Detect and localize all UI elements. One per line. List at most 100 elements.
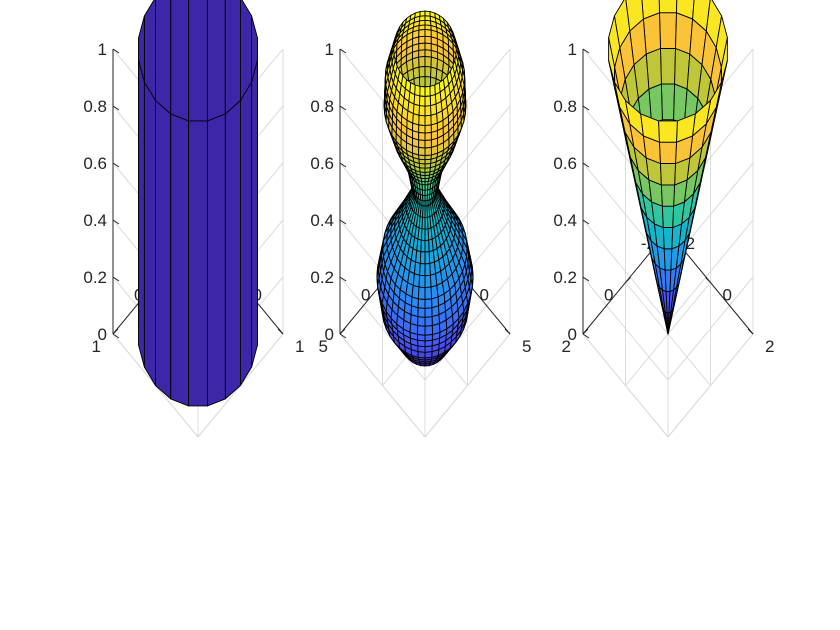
grid-line <box>582 219 669 324</box>
surface-face <box>424 95 431 107</box>
y-tick <box>625 277 631 283</box>
surface-face <box>424 239 430 253</box>
z-tick <box>582 105 590 111</box>
surface-face <box>660 83 676 121</box>
surface-face <box>224 100 241 400</box>
z-tick-label: 0.4 <box>553 211 577 230</box>
surface-face <box>418 274 426 289</box>
surface-face <box>188 120 208 407</box>
x-tick-label: 1 <box>295 337 304 356</box>
subplot-cylinder: 00.20.40.60.81-101-101 <box>83 0 304 438</box>
surface-face <box>418 42 426 51</box>
surface-face <box>658 0 678 14</box>
surface-face <box>420 239 426 253</box>
surface-face <box>143 81 156 386</box>
z-tick-label: 1 <box>98 40 107 59</box>
surface-face <box>429 273 438 288</box>
grid-line <box>667 333 754 438</box>
surface-face <box>424 28 432 38</box>
surface-face <box>424 10 431 17</box>
surface-face <box>421 184 426 191</box>
grid-line <box>424 276 511 381</box>
z-tick-label: 0.8 <box>553 97 577 116</box>
grid-line <box>667 276 754 381</box>
z-tick <box>339 105 347 111</box>
z-tick <box>582 333 590 339</box>
surface-face <box>660 48 676 85</box>
grid-line <box>339 333 426 438</box>
y-tick-label: 0 <box>604 286 613 305</box>
surface-face <box>424 316 433 327</box>
surface-face <box>424 85 431 97</box>
surface-face <box>417 307 426 318</box>
z-tick <box>582 219 590 225</box>
surface-face <box>240 81 253 386</box>
z-tick <box>112 276 120 282</box>
surface-face <box>418 66 426 78</box>
z-tick <box>112 162 120 168</box>
z-tick-label: 0.6 <box>310 154 334 173</box>
surface-face <box>417 325 426 336</box>
surface-face <box>424 139 432 149</box>
z-tick-label: 0.2 <box>553 268 577 287</box>
surface-face <box>661 205 675 228</box>
surface-face <box>422 194 426 202</box>
surface-face <box>424 114 432 127</box>
surface-face <box>155 100 172 400</box>
grid-line <box>582 276 669 381</box>
z-tick <box>339 48 347 54</box>
surface-face <box>663 248 673 271</box>
y-tick <box>582 328 589 335</box>
surface-face <box>418 56 426 68</box>
surface-face <box>659 12 677 49</box>
z-tick-label: 1 <box>325 40 334 59</box>
z-tick-label: 0.6 <box>553 154 577 173</box>
surface-face <box>424 49 432 58</box>
surface-face <box>424 66 432 78</box>
surface-face <box>658 120 678 143</box>
surface-face <box>421 216 426 230</box>
surface-face <box>418 76 426 88</box>
surface-face <box>424 76 432 88</box>
surface-face <box>424 42 432 51</box>
surface-face <box>417 298 426 309</box>
subplot-hourglass: 00.20.40.60.81-505-505 <box>310 10 531 438</box>
z-tick-label: 0.8 <box>83 97 107 116</box>
surface-face <box>417 286 426 300</box>
surface-face <box>424 274 432 289</box>
z-tick-label: 0 <box>98 325 107 344</box>
surface-face <box>659 141 677 164</box>
grid-line <box>667 219 754 324</box>
z-tick <box>582 162 590 168</box>
surface-face <box>412 273 421 288</box>
surface-face <box>424 146 432 156</box>
surface-face <box>424 56 432 68</box>
surface-face <box>418 139 426 149</box>
z-tick-label: 0 <box>325 325 334 344</box>
surface-face <box>419 95 426 107</box>
z-tick-label: 0.4 <box>310 211 334 230</box>
z-tick <box>339 219 347 225</box>
surface-face <box>660 163 676 186</box>
surface-face <box>418 146 426 156</box>
x-tick <box>277 328 284 335</box>
surface-face <box>422 205 426 219</box>
z-tick-label: 0.2 <box>83 268 107 287</box>
y-tick-label: 1 <box>92 337 101 356</box>
surface-face <box>424 263 431 277</box>
grid-line <box>424 333 511 438</box>
surface-face <box>430 145 439 156</box>
surface-face <box>418 35 426 45</box>
z-tick-label: 0.8 <box>310 97 334 116</box>
surface-face <box>418 132 426 141</box>
surface-face <box>424 105 432 117</box>
surface-face <box>424 286 433 300</box>
y-tick-label: 5 <box>319 337 328 356</box>
surface-face <box>418 49 426 58</box>
z-tick-label: 0.6 <box>83 154 107 173</box>
surface-cylinder <box>138 0 258 407</box>
surface-face <box>424 228 430 242</box>
surface-face <box>424 307 433 318</box>
surface-face <box>419 85 426 97</box>
surface-face <box>418 28 426 38</box>
